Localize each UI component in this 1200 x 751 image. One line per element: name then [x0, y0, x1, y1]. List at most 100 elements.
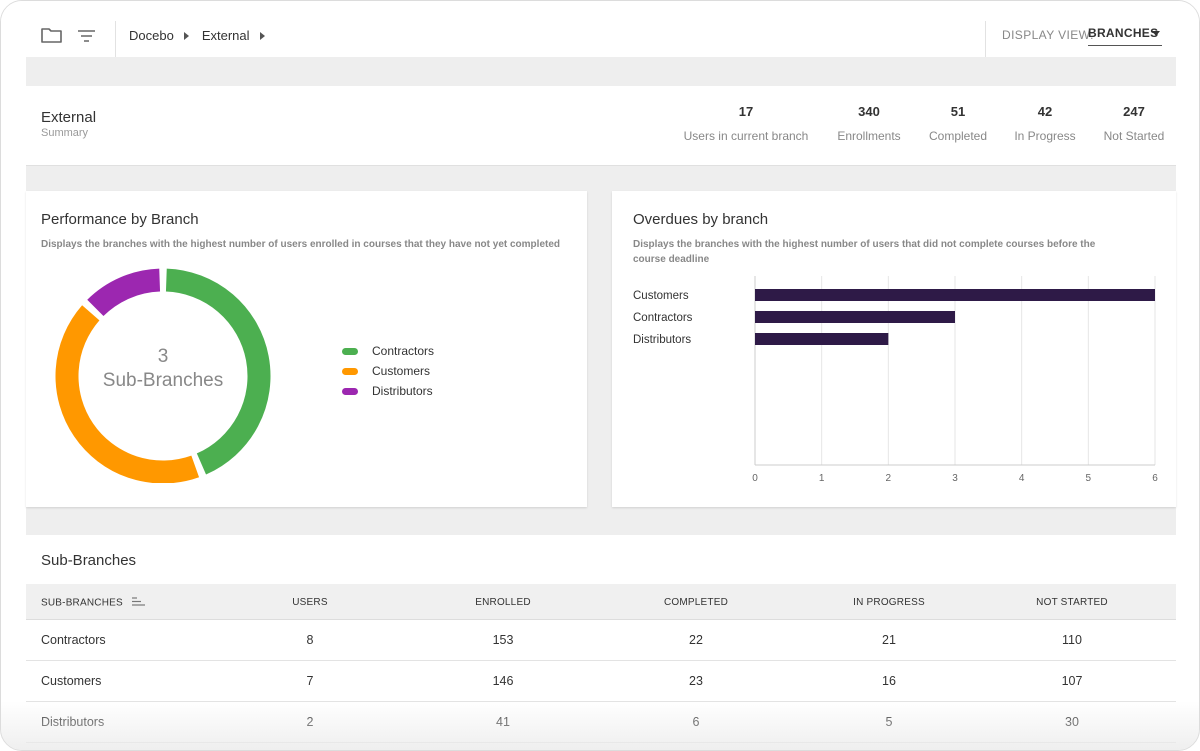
stat-value: 247: [1123, 104, 1145, 119]
cell-not-started: 30: [1065, 715, 1079, 729]
caret-down-icon: [1152, 31, 1160, 36]
stat-enrollments: 340 Enrollments: [829, 104, 909, 143]
divider: [985, 21, 986, 57]
stat-users: 17 Users in current branch: [676, 104, 816, 143]
donut-chart: [55, 268, 271, 483]
performance-title: Performance by Branch: [41, 211, 199, 228]
display-view-select[interactable]: BRANCHES: [1088, 26, 1162, 46]
stat-value: 51: [950, 104, 966, 119]
cell-in-progress: 5: [885, 715, 893, 729]
table-row[interactable]: Contractors 8 153 22 21 110: [26, 620, 1176, 661]
overdues-description: Displays the branches with the highest n…: [633, 237, 1173, 267]
legend-item-contractors: Contractors: [342, 344, 434, 358]
column-header-users[interactable]: USERS: [292, 597, 328, 608]
bar-contractors[interactable]: [755, 311, 955, 323]
display-view-label: DISPLAY VIEW:: [1002, 28, 1094, 42]
y-category-label: Contractors: [633, 312, 693, 324]
stat-label: In Progress: [1014, 129, 1076, 143]
bar-customers[interactable]: [755, 289, 1155, 301]
stat-in-progress: 42 In Progress: [1005, 104, 1085, 143]
legend-label: Customers: [372, 364, 431, 378]
y-category-label: Customers: [633, 290, 689, 302]
cell-enrolled: 41: [496, 715, 510, 729]
cell-in-progress: 21: [882, 633, 896, 647]
divider: [115, 21, 116, 57]
cell-branch: Contractors: [41, 633, 106, 647]
legend-swatch: [342, 347, 358, 355]
summary-title: External: [41, 109, 97, 126]
breadcrumb-external[interactable]: External: [201, 28, 250, 43]
column-header-enrolled[interactable]: ENROLLED: [475, 597, 531, 608]
donut-center-label: Sub-Branches: [102, 370, 224, 391]
breadcrumb-docebo[interactable]: Docebo: [129, 28, 174, 43]
cell-enrolled: 146: [492, 674, 514, 688]
x-tick-label: 5: [1086, 473, 1092, 484]
x-tick-label: 0: [752, 473, 758, 484]
overdues-description-line1: Displays the branches with the highest n…: [633, 239, 1096, 250]
cell-not-started: 110: [1062, 633, 1082, 647]
spacer: [26, 57, 1176, 86]
cell-not-started: 107: [1061, 674, 1083, 688]
summary-panel: External Summary 17 Users in current bra…: [26, 86, 1176, 166]
cell-completed: 6: [692, 715, 700, 729]
cell-users: 2: [306, 715, 314, 729]
donut-slice-customers[interactable]: [55, 305, 200, 483]
legend-item-distributors: Distributors: [342, 384, 433, 398]
cell-users: 8: [306, 633, 314, 647]
cell-completed: 22: [689, 633, 703, 647]
legend-label: Contractors: [372, 344, 435, 358]
stat-label: Not Started: [1103, 129, 1165, 143]
chevron-right-icon: [259, 31, 265, 40]
cell-branch: Customers: [41, 674, 102, 688]
overdues-bar-chart: 0 1 2 3 4 5 6 Customers Contractors Distributors: [633, 276, 1158, 484]
stat-value: 17: [738, 104, 754, 119]
chevron-right-icon: [183, 31, 189, 40]
table-row[interactable]: Customers 7 146 23 16 107: [26, 661, 1176, 702]
legend-swatch: [342, 387, 358, 395]
performance-description: Displays the branches with the highest n…: [41, 239, 561, 250]
stat-label: Completed: [928, 129, 988, 143]
table-row[interactable]: Distributors 2 41 6 5 30: [26, 702, 1176, 743]
column-header-sub-branches[interactable]: SUB-BRANCHES: [41, 597, 145, 609]
donut-slice-distributors[interactable]: [87, 268, 161, 317]
performance-card: Performance by Branch Displays the branc…: [26, 191, 587, 507]
column-header-completed[interactable]: COMPLETED: [663, 597, 729, 608]
sub-branches-panel: Sub-Branches SUB-BRANCHES USERS ENROLLED…: [26, 535, 1176, 750]
filter-icon[interactable]: [78, 29, 95, 47]
x-tick-label: 6: [1152, 473, 1158, 484]
breadcrumb: Docebo External: [129, 28, 278, 43]
donut-center: 3 Sub-Branches: [88, 346, 238, 392]
stat-label: Enrollments: [837, 129, 901, 143]
overdues-description-line2: course deadline: [633, 254, 710, 265]
cell-completed: 23: [689, 674, 703, 688]
legend-swatch: [342, 367, 358, 375]
column-header-not-started[interactable]: NOT STARTED: [1036, 597, 1108, 608]
x-tick-label: 3: [952, 473, 958, 484]
x-tick-label: 4: [1019, 473, 1025, 484]
folder-icon[interactable]: [41, 27, 62, 48]
donut-center-number: 3: [157, 346, 169, 367]
overdues-card: Overdues by branch Displays the branches…: [612, 191, 1176, 507]
stat-completed: 51 Completed: [918, 104, 998, 143]
column-header-label: SUB-BRANCHES: [41, 597, 123, 609]
stat-not-started: 247 Not Started: [1094, 104, 1174, 143]
sub-branches-title: Sub-Branches: [41, 552, 137, 569]
stat-label: Users in current branch: [683, 129, 809, 143]
cell-enrolled: 153: [492, 633, 514, 647]
legend-item-customers: Customers: [342, 364, 430, 378]
x-tick-label: 1: [819, 473, 825, 484]
donut-slice-contractors[interactable]: [165, 268, 271, 475]
table-header: SUB-BRANCHES USERS ENROLLED COMPLETED IN…: [26, 584, 1176, 620]
cell-users: 7: [306, 674, 314, 688]
summary-subtitle: Summary: [41, 127, 89, 139]
stat-value: 340: [858, 104, 880, 119]
stat-value: 42: [1037, 104, 1053, 119]
column-header-in-progress[interactable]: IN PROGRESS: [853, 597, 925, 608]
x-tick-label: 2: [886, 473, 892, 484]
sort-icon[interactable]: [131, 597, 145, 609]
bar-distributors[interactable]: [755, 333, 889, 345]
top-bar: Docebo External DISPLAY VIEW: BRANCHES: [1, 1, 1199, 57]
overdues-title: Overdues by branch: [633, 211, 769, 228]
y-category-label: Distributors: [633, 334, 691, 346]
